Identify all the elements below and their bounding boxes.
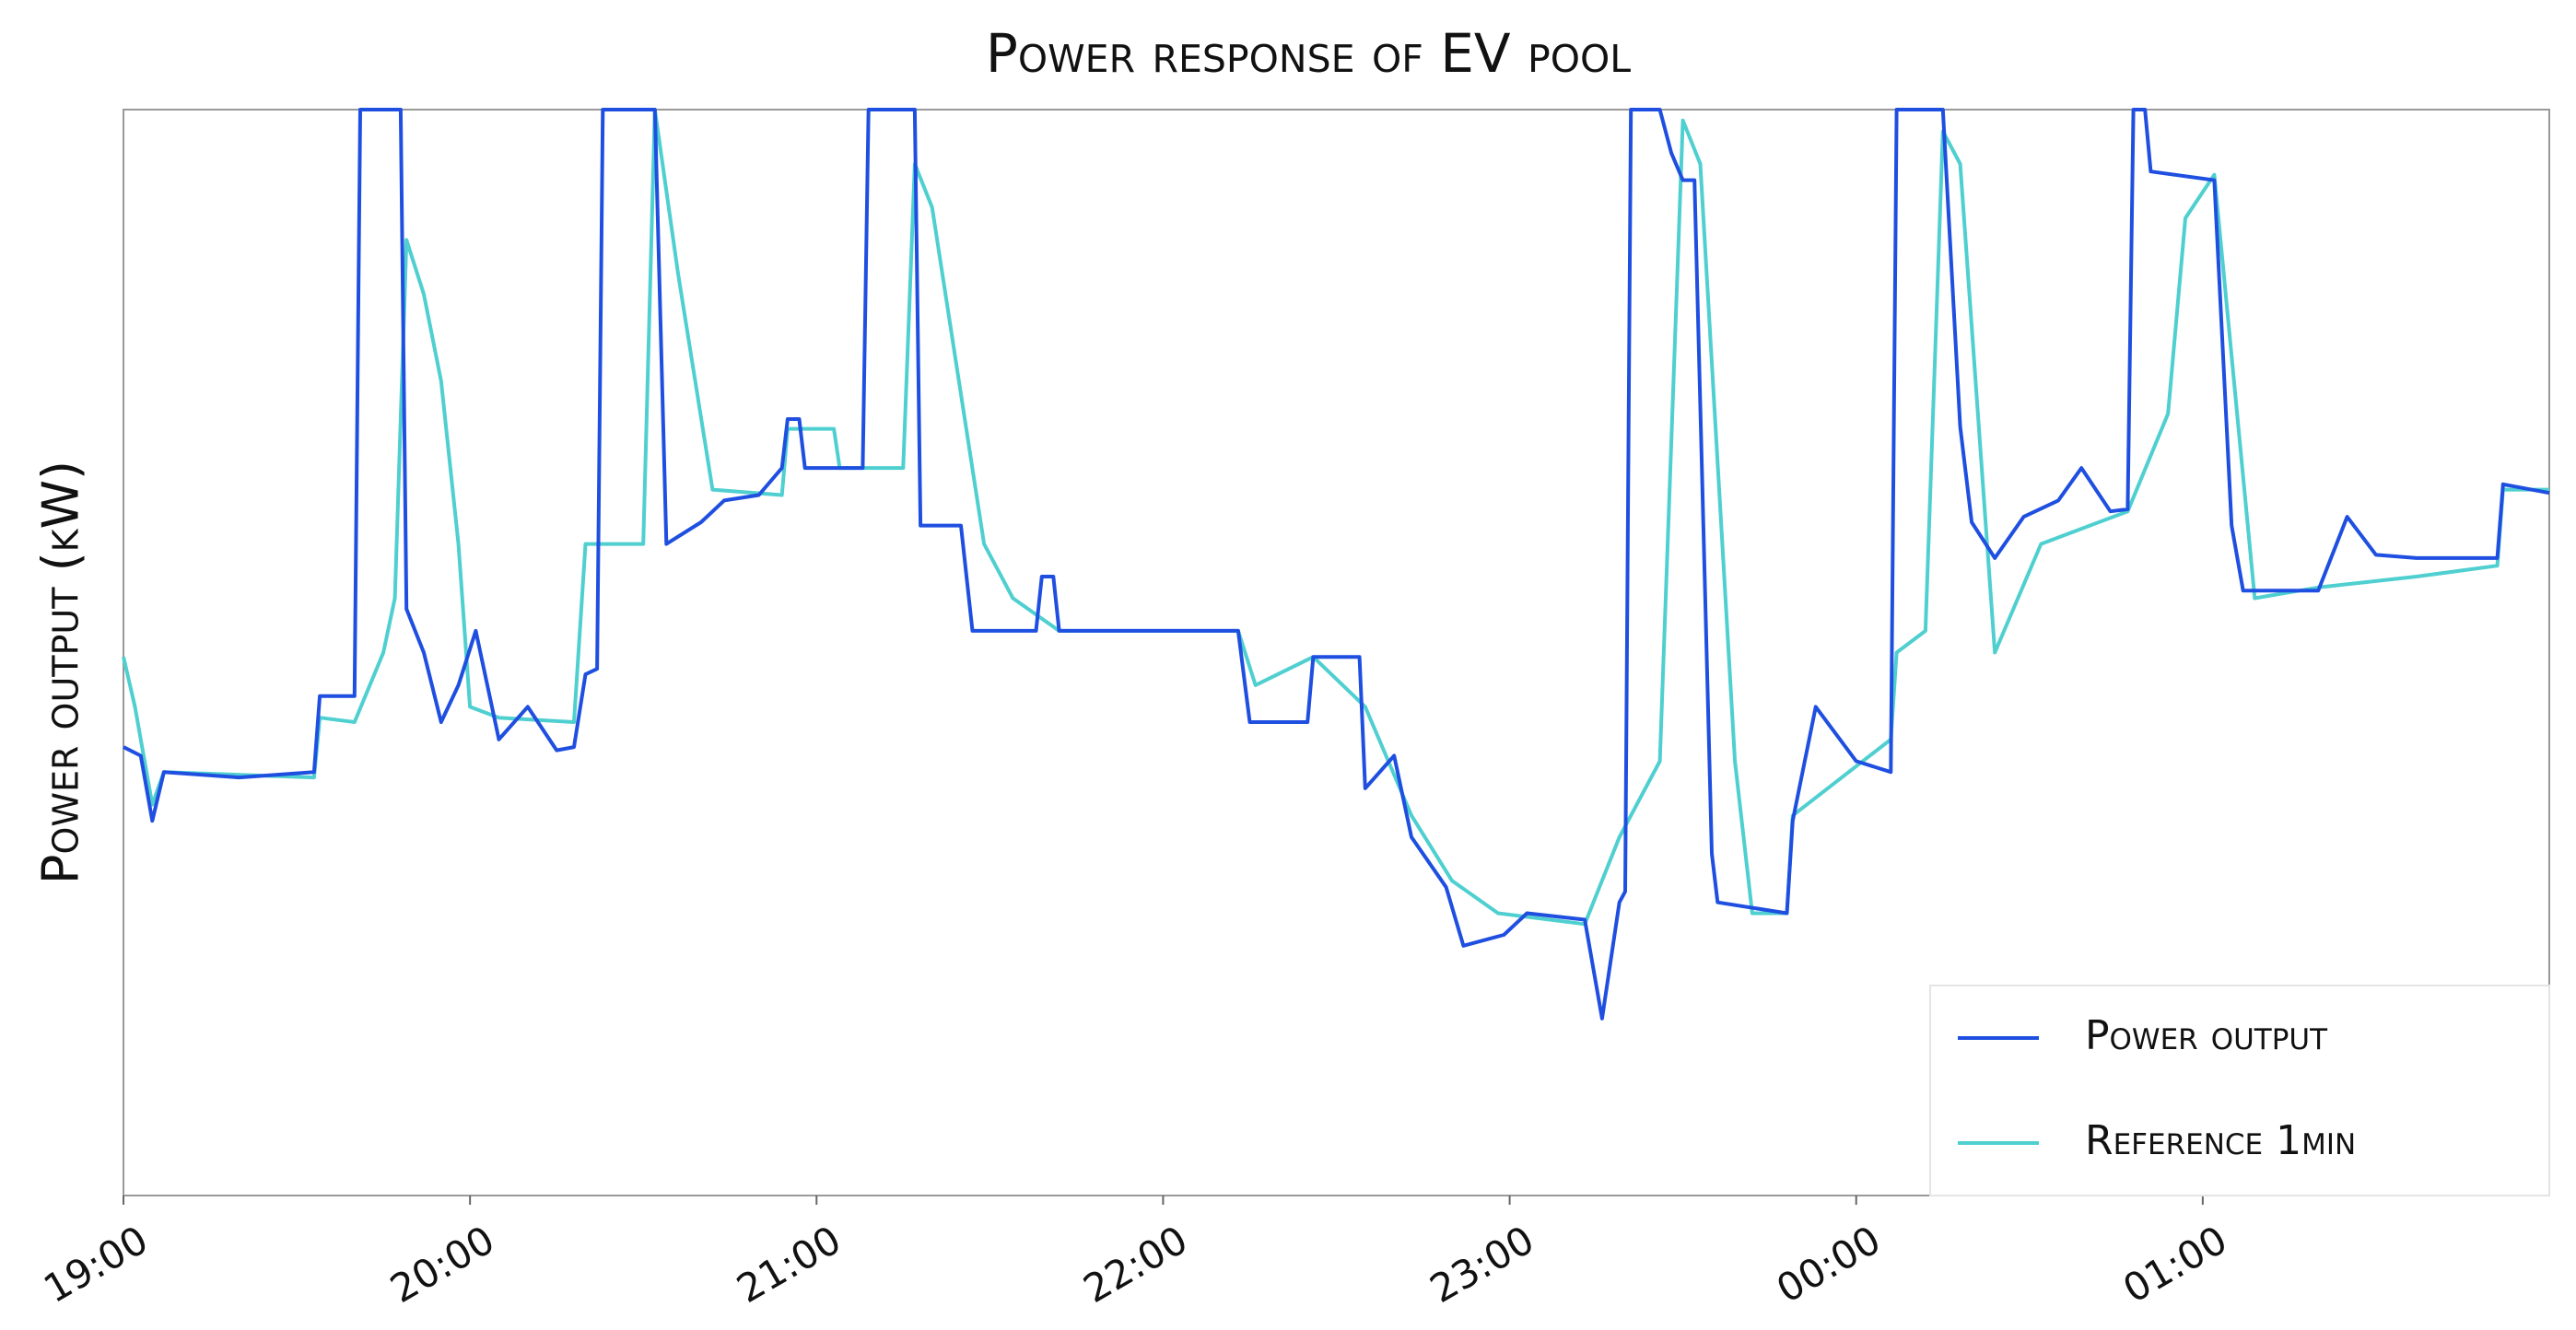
x-tick-label: 00:00	[1769, 1217, 1888, 1312]
x-tick-label: 01:00	[2115, 1217, 2234, 1312]
chart-title: Power response of EV pool	[986, 22, 1631, 85]
x-tick-label: 23:00	[1423, 1217, 1541, 1312]
legend-box	[1929, 985, 2550, 1196]
x-tick-label: 20:00	[382, 1217, 501, 1312]
y-axis-label: Power output (kW)	[32, 461, 90, 884]
plot-area	[123, 109, 2550, 1196]
x-tick-label: 19:00	[36, 1217, 155, 1312]
legend-label: Reference 1min	[2085, 1117, 2356, 1164]
data-line	[123, 108, 2550, 1021]
data-line	[122, 108, 2549, 927]
x-tick-label: 22:00	[1076, 1217, 1195, 1312]
legend-label: Power output	[2085, 1012, 2328, 1059]
x-tick-label: 21:00	[730, 1217, 849, 1312]
